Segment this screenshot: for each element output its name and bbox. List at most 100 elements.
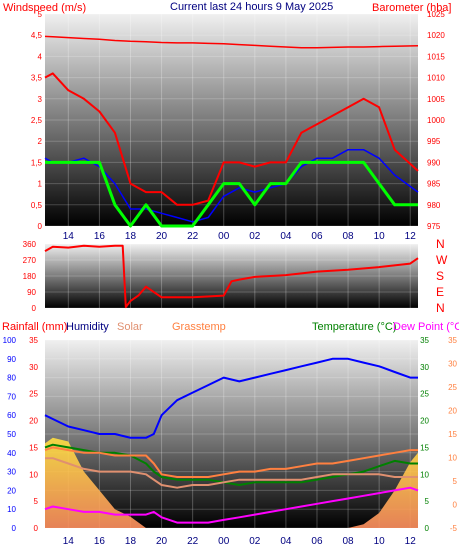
time-tick-label: 18 xyxy=(125,536,137,547)
time-tick-label: 14 xyxy=(63,536,75,547)
y-tick-label: 20 xyxy=(7,486,16,495)
y-tick-label: 15 xyxy=(29,443,38,452)
y-tick-label: 30 xyxy=(7,468,16,477)
legend-solar: Solar xyxy=(117,321,143,333)
y-tick-label: 975 xyxy=(427,222,441,231)
panel-wind-bg xyxy=(45,14,418,226)
chart-title: Current last 24 hours 9 May 2025 xyxy=(170,1,333,13)
header-left-label: Windspeed (m/s) xyxy=(3,2,86,14)
y-tick-label: 1025 xyxy=(427,10,445,19)
y-tick-label: 30 xyxy=(420,363,429,372)
time-tick-label: 12 xyxy=(405,536,417,547)
axis-layer: 1414161618182020222200000202040406060808… xyxy=(3,10,458,547)
time-tick-label: 10 xyxy=(374,231,386,242)
compass-letter-n-top: N xyxy=(436,237,445,251)
y-tick-label: 30 xyxy=(29,363,38,372)
y-tick-label: 0 xyxy=(32,304,37,313)
y-tick-label: 1010 xyxy=(427,74,445,83)
legend-grasstemp: Grasstemp xyxy=(172,321,226,333)
time-tick-label: 12 xyxy=(405,231,417,242)
compass-letter-w: W xyxy=(436,253,448,267)
y-tick-label: 3,5 xyxy=(31,74,43,83)
compass-letter-n-bottom: N xyxy=(436,301,445,315)
y-tick-label: 2 xyxy=(38,137,43,146)
time-tick-label: 06 xyxy=(311,536,323,547)
y-tick-label: 20 xyxy=(420,417,429,426)
y-tick-label: 0,5 xyxy=(31,201,43,210)
legend-humidity: Humidity xyxy=(66,321,109,333)
legend-dewpoint: Dew Point (°C) xyxy=(393,321,459,333)
y-tick-label: 4,5 xyxy=(31,31,43,40)
y-tick-label: 35 xyxy=(448,336,457,345)
y-tick-label: 5 xyxy=(453,477,458,486)
y-tick-label: 5 xyxy=(425,497,430,506)
y-tick-label: 15 xyxy=(420,443,429,452)
y-tick-label: 0 xyxy=(453,501,458,510)
time-tick-label: 16 xyxy=(94,231,106,242)
time-tick-label: 06 xyxy=(311,231,323,242)
legend-rainfall: Rainfall (mm) xyxy=(2,321,67,333)
y-tick-label: 990 xyxy=(427,158,441,167)
y-tick-label: 1020 xyxy=(427,31,445,40)
series-layer xyxy=(44,35,419,528)
time-tick-label: 10 xyxy=(374,536,386,547)
time-tick-label: 04 xyxy=(280,231,292,242)
series-humidity xyxy=(44,357,418,439)
compass-letter-e: E xyxy=(436,285,444,299)
panel-direction-bg xyxy=(45,244,418,308)
y-tick-label: 980 xyxy=(427,201,441,210)
y-tick-label: -5 xyxy=(450,524,458,533)
y-tick-label: 60 xyxy=(7,411,16,420)
legend-temperature: Temperature (°C) xyxy=(312,321,396,333)
y-tick-label: 25 xyxy=(420,390,429,399)
y-tick-label: 0 xyxy=(425,524,430,533)
y-tick-label: 1 xyxy=(38,180,43,189)
y-tick-label: 90 xyxy=(7,355,16,364)
time-tick-label: 20 xyxy=(156,231,168,242)
y-tick-label: 4 xyxy=(38,52,43,61)
y-tick-label: 10 xyxy=(7,505,16,514)
y-tick-label: 20 xyxy=(448,407,457,416)
header-right-label: Barometer (hba] xyxy=(372,2,451,14)
series-rainfall-mm- xyxy=(45,437,418,528)
compass-letter-s: S xyxy=(436,269,444,283)
y-tick-label: 3 xyxy=(38,95,43,104)
time-tick-label: 14 xyxy=(63,231,75,242)
series-grasstemp xyxy=(45,457,418,489)
y-tick-label: 0 xyxy=(34,524,39,533)
y-tick-label: 0 xyxy=(38,222,43,231)
time-tick-label: 18 xyxy=(125,231,137,242)
y-tick-label: 1000 xyxy=(427,116,445,125)
y-tick-label: 30 xyxy=(448,360,457,369)
series-barometer xyxy=(44,35,419,49)
time-tick-label: 08 xyxy=(343,231,355,242)
y-tick-label: 360 xyxy=(23,240,37,249)
time-tick-label: 22 xyxy=(187,231,199,242)
y-tick-label: 50 xyxy=(7,430,16,439)
y-tick-label: 80 xyxy=(7,374,16,383)
y-tick-label: 70 xyxy=(7,392,16,401)
y-tick-label: 270 xyxy=(23,256,37,265)
series-wind-direction xyxy=(44,244,419,309)
series-dew-point-c- xyxy=(44,446,418,478)
time-tick-label: 04 xyxy=(280,536,292,547)
y-tick-label: 985 xyxy=(427,180,441,189)
y-tick-label: 0 xyxy=(12,524,17,533)
time-tick-label: 00 xyxy=(218,536,230,547)
time-tick-label: 20 xyxy=(156,536,168,547)
time-tick-label: 02 xyxy=(249,536,261,547)
time-tick-label: 22 xyxy=(187,536,199,547)
y-tick-label: 5 xyxy=(34,497,39,506)
series-solar xyxy=(44,486,419,524)
time-tick-label: 08 xyxy=(343,536,355,547)
y-tick-label: 2,5 xyxy=(31,116,43,125)
series-direction-band xyxy=(45,160,418,228)
y-tick-label: 25 xyxy=(448,383,457,392)
time-tick-label: 00 xyxy=(218,231,230,242)
y-tick-label: 1005 xyxy=(427,95,445,104)
y-tick-label: 40 xyxy=(7,449,16,458)
y-tick-label: 1015 xyxy=(427,52,445,61)
y-tick-label: 1,5 xyxy=(31,158,43,167)
